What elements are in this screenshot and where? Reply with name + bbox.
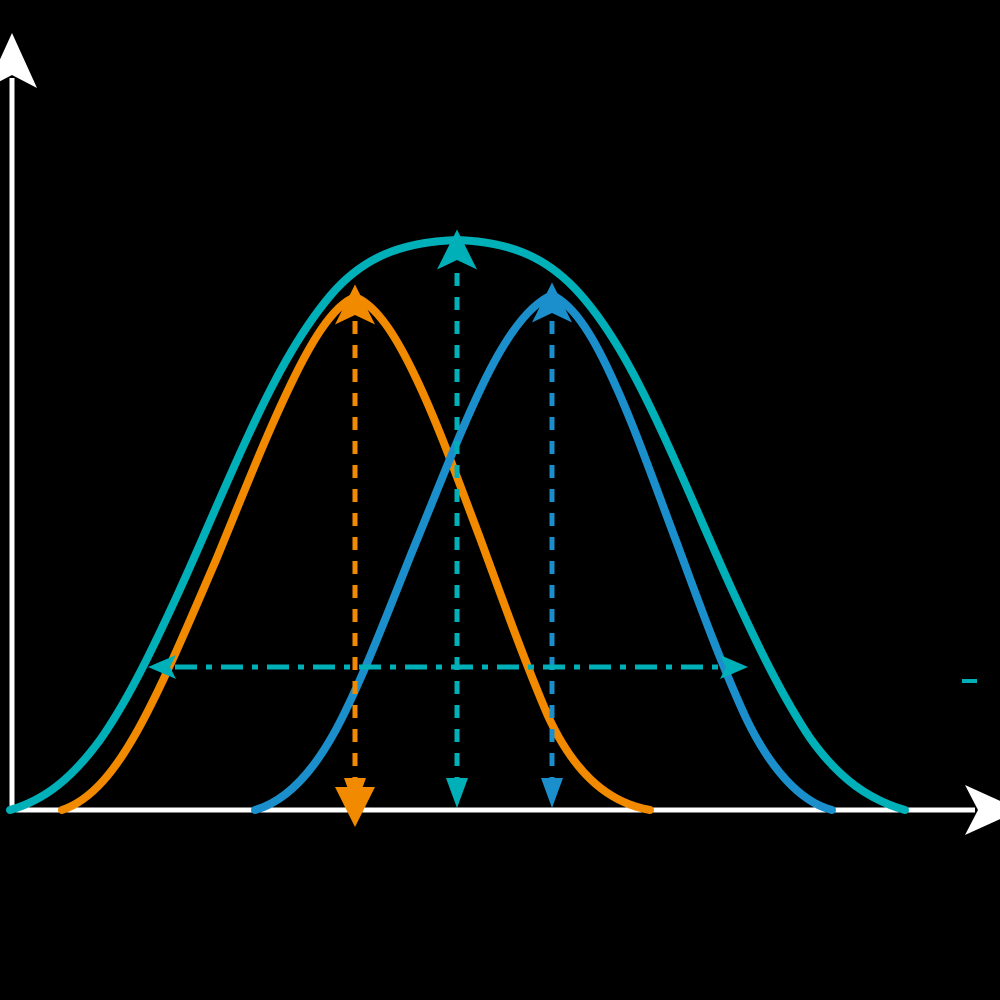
width-arrow-teal [148,655,748,679]
amplitude-arrow-blue [532,282,572,808]
amplitude-arrow-teal [437,229,477,808]
amplitude-arrow-orange [335,284,375,827]
axis-group [0,33,1000,835]
curve-peak-right-blue [251,291,836,814]
